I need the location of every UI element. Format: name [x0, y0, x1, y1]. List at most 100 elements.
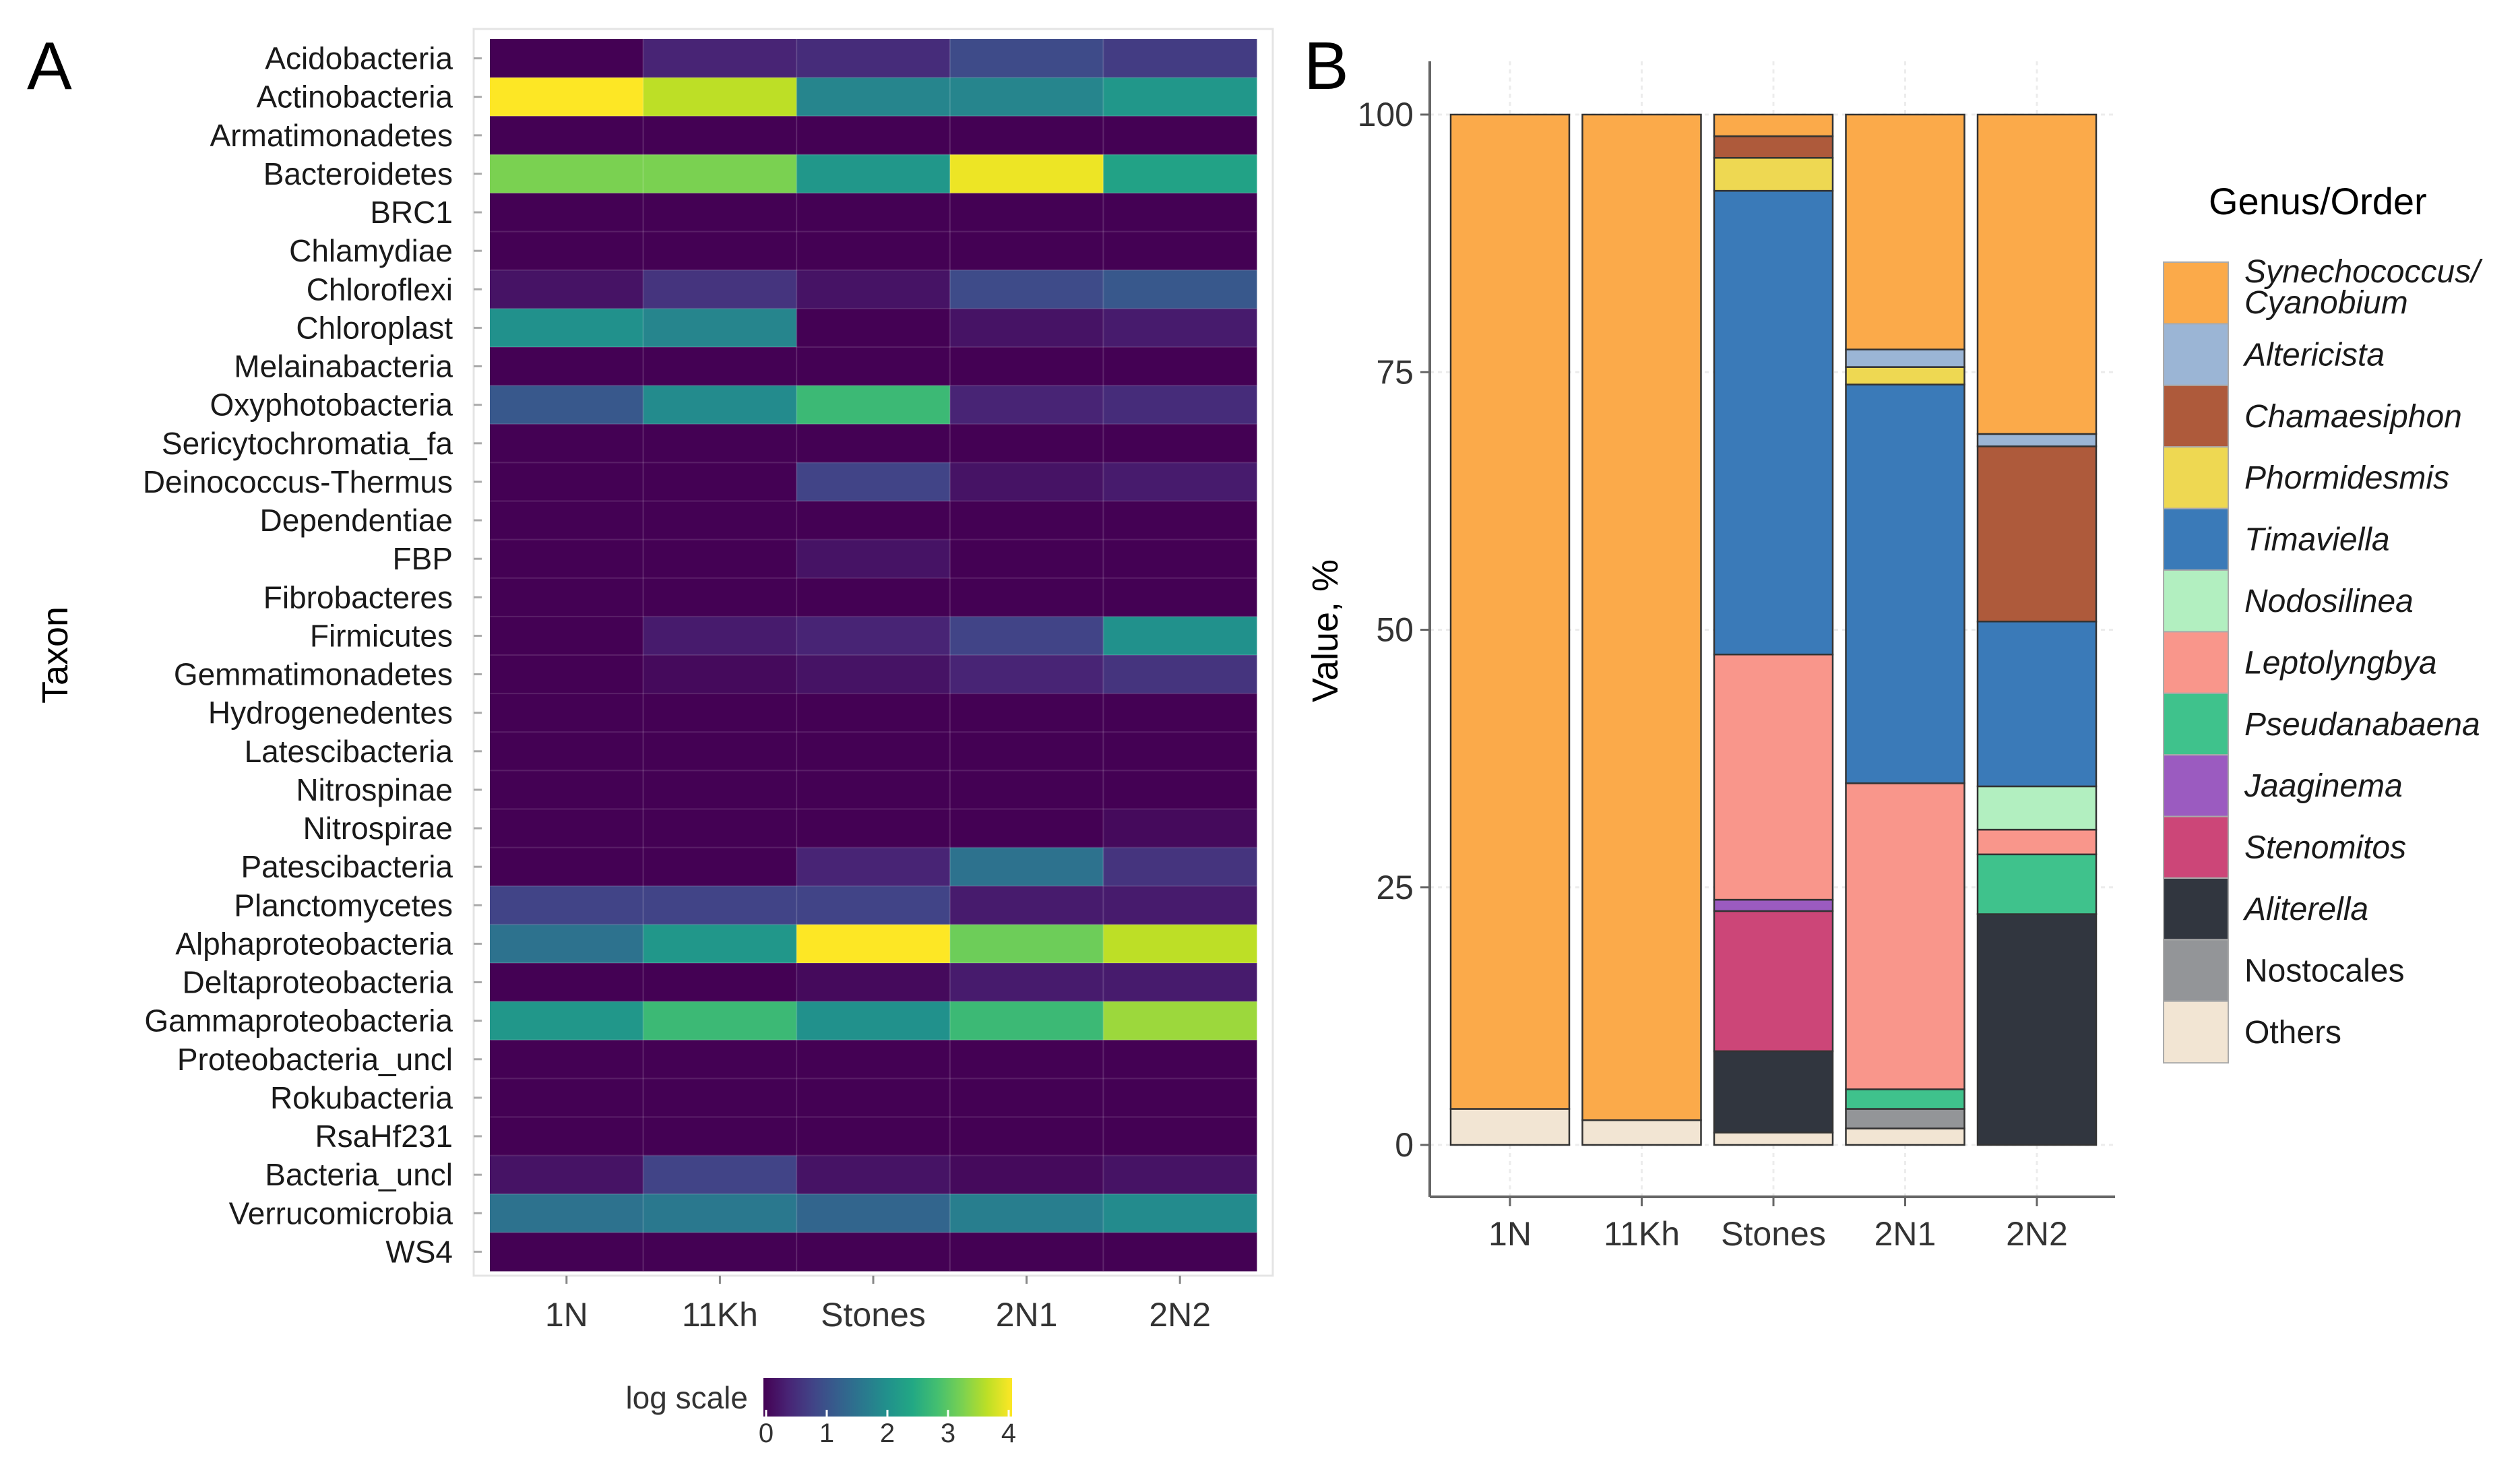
heatmap-y-tick-label: Chloroflexi [307, 272, 453, 307]
heatmap-cell [643, 39, 797, 78]
bar-segment [1845, 782, 1965, 1090]
colorbar-tick-label: 3 [941, 1419, 955, 1448]
heatmap-cell [949, 193, 1104, 232]
heatmap-cell [796, 501, 951, 540]
heatmap-cell [643, 501, 797, 540]
panel-label-a: A [27, 28, 72, 104]
legend-label: Chamaesiphon [2244, 399, 2462, 435]
legend-label: Pseudanabaena [2244, 707, 2480, 743]
heatmap-cell [643, 231, 797, 271]
heatmap [490, 39, 1257, 1272]
heatmap-cell [796, 539, 951, 579]
heatmap-cell [1103, 924, 1257, 964]
bar-segment [1976, 621, 2098, 788]
heatmap-cell [949, 809, 1104, 848]
bar-segment [1976, 853, 2098, 915]
heatmap-cell [796, 424, 951, 463]
heatmap-cell [643, 462, 797, 501]
heatmap-y-tick-label: Chlamydiae [289, 233, 453, 268]
heatmap-cell [1103, 1001, 1257, 1040]
heatmap-y-tick-label: Bacteroidetes [263, 156, 453, 191]
heatmap-cell [796, 924, 951, 964]
heatmap-cell [490, 193, 644, 232]
bar-segment [1845, 113, 1965, 350]
heatmap-cell [949, 154, 1104, 193]
heatmap-cell [643, 847, 797, 887]
legend-key [2163, 1000, 2229, 1064]
heatmap-cell [490, 231, 644, 271]
heatmap-cell [490, 1078, 644, 1117]
legend-label: Nostocales [2244, 953, 2404, 989]
heatmap-cell [796, 578, 951, 617]
heatmap-cell [490, 578, 644, 617]
heatmap-cell [949, 39, 1104, 78]
bar-segment [1845, 1127, 1965, 1146]
heatmap-cell [949, 1155, 1104, 1195]
y-tick-label: 75 [1376, 353, 1414, 391]
bar-segment [1845, 1088, 1965, 1110]
bar-segment [1845, 1108, 1965, 1129]
heatmap-cell [1103, 847, 1257, 887]
heatmap-cell [1103, 231, 1257, 271]
heatmap-cell [949, 539, 1104, 579]
heatmap-cell [1103, 1193, 1257, 1233]
heatmap-cell [1103, 39, 1257, 78]
heatmap-x-tick-label: Stones [821, 1296, 926, 1334]
heatmap-cell [643, 1232, 797, 1272]
legend-key [2163, 877, 2229, 941]
heatmap-cell [643, 116, 797, 155]
x-tick-label: 11Kh [1604, 1215, 1680, 1253]
heatmap-cell [796, 616, 951, 656]
heatmap-cell [949, 847, 1104, 887]
heatmap-y-tick-label: Deltaproteobacteria [183, 965, 453, 1000]
bar-segment [1581, 113, 1702, 1121]
heatmap-cell [643, 1117, 797, 1156]
heatmap-y-tick-label: BRC1 [370, 195, 453, 230]
heatmap-cell [949, 231, 1104, 271]
bar-segment [1976, 828, 2098, 856]
heatmap-cell [796, 732, 951, 771]
heatmap-cell [643, 1078, 797, 1117]
heatmap-cell [490, 616, 644, 656]
legend-label: Jaaginema [2244, 768, 2403, 804]
heatmap-cell [1103, 1040, 1257, 1079]
legend-key [2163, 631, 2229, 694]
legend-label: Leptolyngbya [2244, 645, 2437, 681]
bar-y-axis-title: Value, % [1305, 559, 1346, 702]
heatmap-cell [1103, 616, 1257, 656]
heatmap-cell [796, 963, 951, 1002]
heatmap-cell [796, 1040, 951, 1079]
heatmap-y-tick-label: Nitrospinae [296, 772, 453, 807]
bar-segment [1713, 653, 1834, 901]
legend-label: Altericista [2242, 337, 2385, 373]
heatmap-cell [490, 308, 644, 348]
heatmap-cell [643, 193, 797, 232]
heatmap-y-tick-label: Rokubacteria [270, 1080, 453, 1115]
colorbar-title: log scale [625, 1380, 748, 1415]
bar-segment [1713, 910, 1834, 1053]
heatmap-cell [490, 655, 644, 694]
heatmap-y-tick-label: Acidobacteria [265, 41, 453, 76]
heatmap-cell [796, 1117, 951, 1156]
bar-segment [1976, 433, 2098, 447]
legend-key [2163, 754, 2229, 817]
heatmap-cell [490, 1117, 644, 1156]
heatmap-cell [1103, 308, 1257, 348]
heatmap-cell [1103, 1155, 1257, 1195]
heatmap-cell [643, 270, 797, 309]
heatmap-cell [1103, 539, 1257, 579]
heatmap-cell [490, 1155, 644, 1195]
heatmap-cell [643, 885, 797, 925]
bar-segment [1713, 189, 1834, 656]
legend-label: Nodosilinea [2244, 584, 2414, 619]
heatmap-cell [643, 539, 797, 579]
heatmap-cell [796, 655, 951, 694]
heatmap-cell [949, 462, 1104, 501]
heatmap-y-tick-label: Hydrogenedentes [208, 695, 453, 730]
heatmap-cell [796, 347, 951, 386]
x-tick-label: 2N2 [2006, 1215, 2068, 1253]
heatmap-cell [796, 693, 951, 733]
bar-x-ticks: 1N 11Kh Stones 2N1 2N2 [1488, 1197, 2068, 1253]
legend-key [2163, 261, 2229, 325]
bar-segment [1845, 348, 1965, 368]
